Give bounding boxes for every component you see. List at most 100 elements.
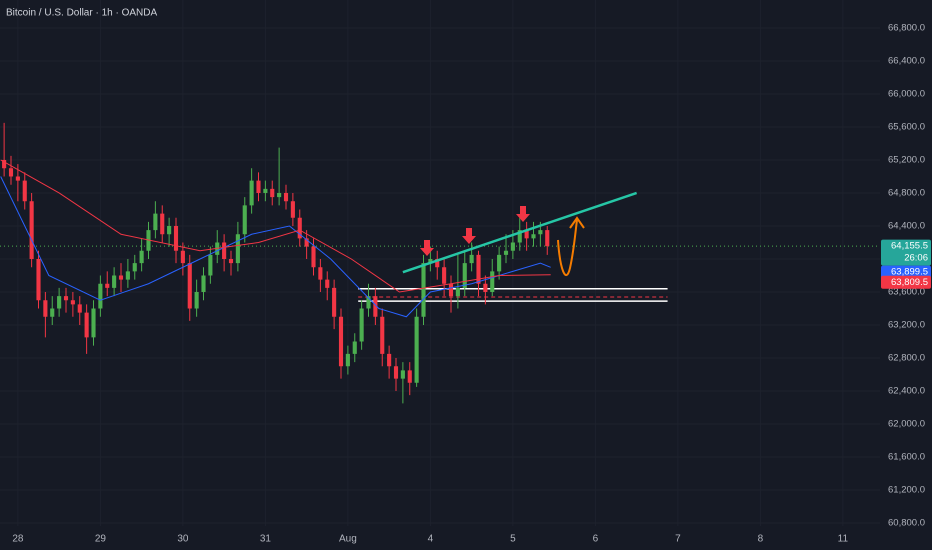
candle-body: [194, 291, 199, 309]
candle-body: [414, 316, 419, 383]
x-tick-label: 28: [12, 534, 24, 545]
y-tick-label: 66,800.0: [888, 22, 925, 33]
candle-body: [517, 230, 522, 243]
x-tick-label: 11: [838, 534, 849, 545]
candle-body: [63, 296, 69, 301]
candle-body: [407, 370, 412, 383]
candle-body: [428, 258, 433, 264]
candle-body: [277, 192, 282, 198]
curved-arrow-head: [569, 216, 585, 229]
candle-body: [400, 370, 405, 379]
candle-body: [311, 246, 316, 268]
candle-body: [139, 250, 144, 264]
y-tick-label: 66,000.0: [888, 88, 925, 99]
y-tick-label: 65,200.0: [888, 154, 925, 165]
candle-body: [228, 258, 234, 264]
candle-body: [15, 176, 20, 181]
candle-body: [483, 283, 488, 292]
candle-body: [462, 263, 467, 288]
candle-body: [160, 213, 165, 235]
candle-body: [490, 271, 495, 292]
price-tag-label: 63,809.5: [891, 277, 928, 288]
candle-body: [297, 217, 302, 239]
candle-body: [380, 316, 385, 354]
candle-body: [242, 205, 247, 235]
price-tag: [881, 239, 931, 266]
y-tick-label: 61,200.0: [888, 485, 925, 496]
candle-body: [538, 230, 543, 235]
moving-average: [0, 159, 551, 293]
annotation-arrows: [420, 206, 585, 277]
candle-body: [256, 180, 261, 193]
candle-body: [421, 263, 426, 317]
candle-body: [36, 258, 41, 301]
y-tick-label: 63,600.0: [888, 287, 925, 298]
candle-body: [263, 188, 268, 193]
candle-body: [235, 234, 240, 264]
candle-body: [524, 230, 529, 239]
candle-body: [545, 230, 550, 247]
x-tick-label: 5: [510, 534, 516, 545]
countdown: 26:06: [904, 253, 928, 264]
candle-body: [208, 254, 213, 276]
candle-body: [22, 180, 27, 202]
candle-body: [455, 287, 460, 297]
candle-body: [153, 213, 158, 231]
candle-body: [8, 168, 14, 177]
x-tick-label: 30: [177, 534, 189, 545]
trendline: [402, 191, 638, 274]
candle-body: [442, 267, 447, 284]
candle-body: [283, 192, 289, 202]
x-tick-label: 29: [95, 534, 107, 545]
moving-average: [0, 176, 551, 318]
x-tick-label: 4: [428, 534, 434, 545]
candle-body: [332, 287, 337, 317]
candle-body: [393, 366, 399, 379]
y-tick-label: 62,800.0: [888, 353, 925, 364]
y-tick-label: 64,800.0: [888, 188, 925, 199]
y-tick-label: 63,200.0: [888, 320, 925, 331]
y-tick-label: 62,400.0: [888, 386, 925, 397]
plot-area: [0, 122, 668, 404]
candle-body: [77, 304, 82, 313]
y-tick-label: 65,600.0: [888, 121, 925, 132]
candle-body: [373, 296, 378, 317]
candle-body: [476, 254, 481, 284]
candle-body: [366, 296, 371, 309]
candle-body: [338, 316, 344, 367]
candle-body: [531, 234, 536, 239]
candle-body: [304, 238, 309, 247]
candle-body: [29, 201, 34, 259]
candle-body: [318, 267, 323, 280]
candle-body: [352, 341, 357, 354]
candle-body: [359, 308, 364, 342]
x-tick-label: 31: [260, 534, 272, 545]
candle-body: [201, 275, 206, 292]
x-tick-label: 7: [675, 534, 681, 545]
candle-body: [270, 188, 275, 198]
candle-body: [469, 254, 474, 264]
candle-body: [503, 250, 509, 255]
candle-body: [290, 201, 295, 218]
y-tick-label: 61,600.0: [888, 452, 925, 463]
candle-body: [105, 283, 110, 288]
x-tick-label: 6: [593, 534, 599, 545]
candle-body: [325, 279, 330, 288]
candle-body: [50, 308, 55, 317]
curved-arrow: [557, 219, 578, 277]
down-arrow: [420, 240, 434, 256]
price-tag-label: 64,155.5: [891, 241, 928, 252]
candle-body: [91, 308, 96, 338]
candle-body: [167, 225, 172, 235]
candle-body: [497, 254, 502, 272]
chart-title: Bitcoin / U.S. Dollar · 1h · OANDA: [6, 8, 157, 19]
candle-body: [132, 263, 137, 272]
candle-body: [249, 180, 254, 206]
candle-body: [345, 353, 350, 367]
candle-body: [222, 242, 227, 259]
candle-body: [435, 258, 440, 268]
candle-body: [57, 296, 62, 309]
candle-body: [125, 271, 130, 280]
down-arrow: [516, 206, 530, 222]
